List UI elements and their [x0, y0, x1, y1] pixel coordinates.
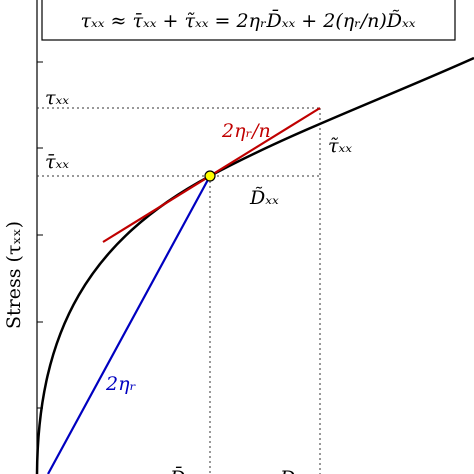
- equation: τₓₓ ≈ τ̄ₓₓ + τ̃ₓₓ = 2ηᵣD̄ₓₓ + 2(ηᵣ/n)D̃ₓ…: [80, 9, 415, 32]
- tau-bar-label: τ̄ₓₓ: [45, 151, 69, 173]
- tau-label: τₓₓ: [45, 87, 69, 109]
- operating-point: [204, 170, 216, 182]
- tangent-slope-label: 2ηᵣ/n: [221, 120, 271, 142]
- d-tilde-label: D̃ₓₓ: [249, 187, 279, 209]
- d-label: D: [279, 467, 295, 474]
- secant-slope-label: 2ηᵣ: [105, 373, 136, 395]
- equation-box: [41, 0, 456, 41]
- tau-tilde-label: τ̃ₓₓ: [328, 135, 352, 157]
- d-bar-label: D̄: [169, 466, 185, 474]
- guide-lines: [37, 107, 321, 474]
- y-axis-label: Stress (τₓₓ): [3, 221, 25, 329]
- secant-line: [47, 175, 211, 474]
